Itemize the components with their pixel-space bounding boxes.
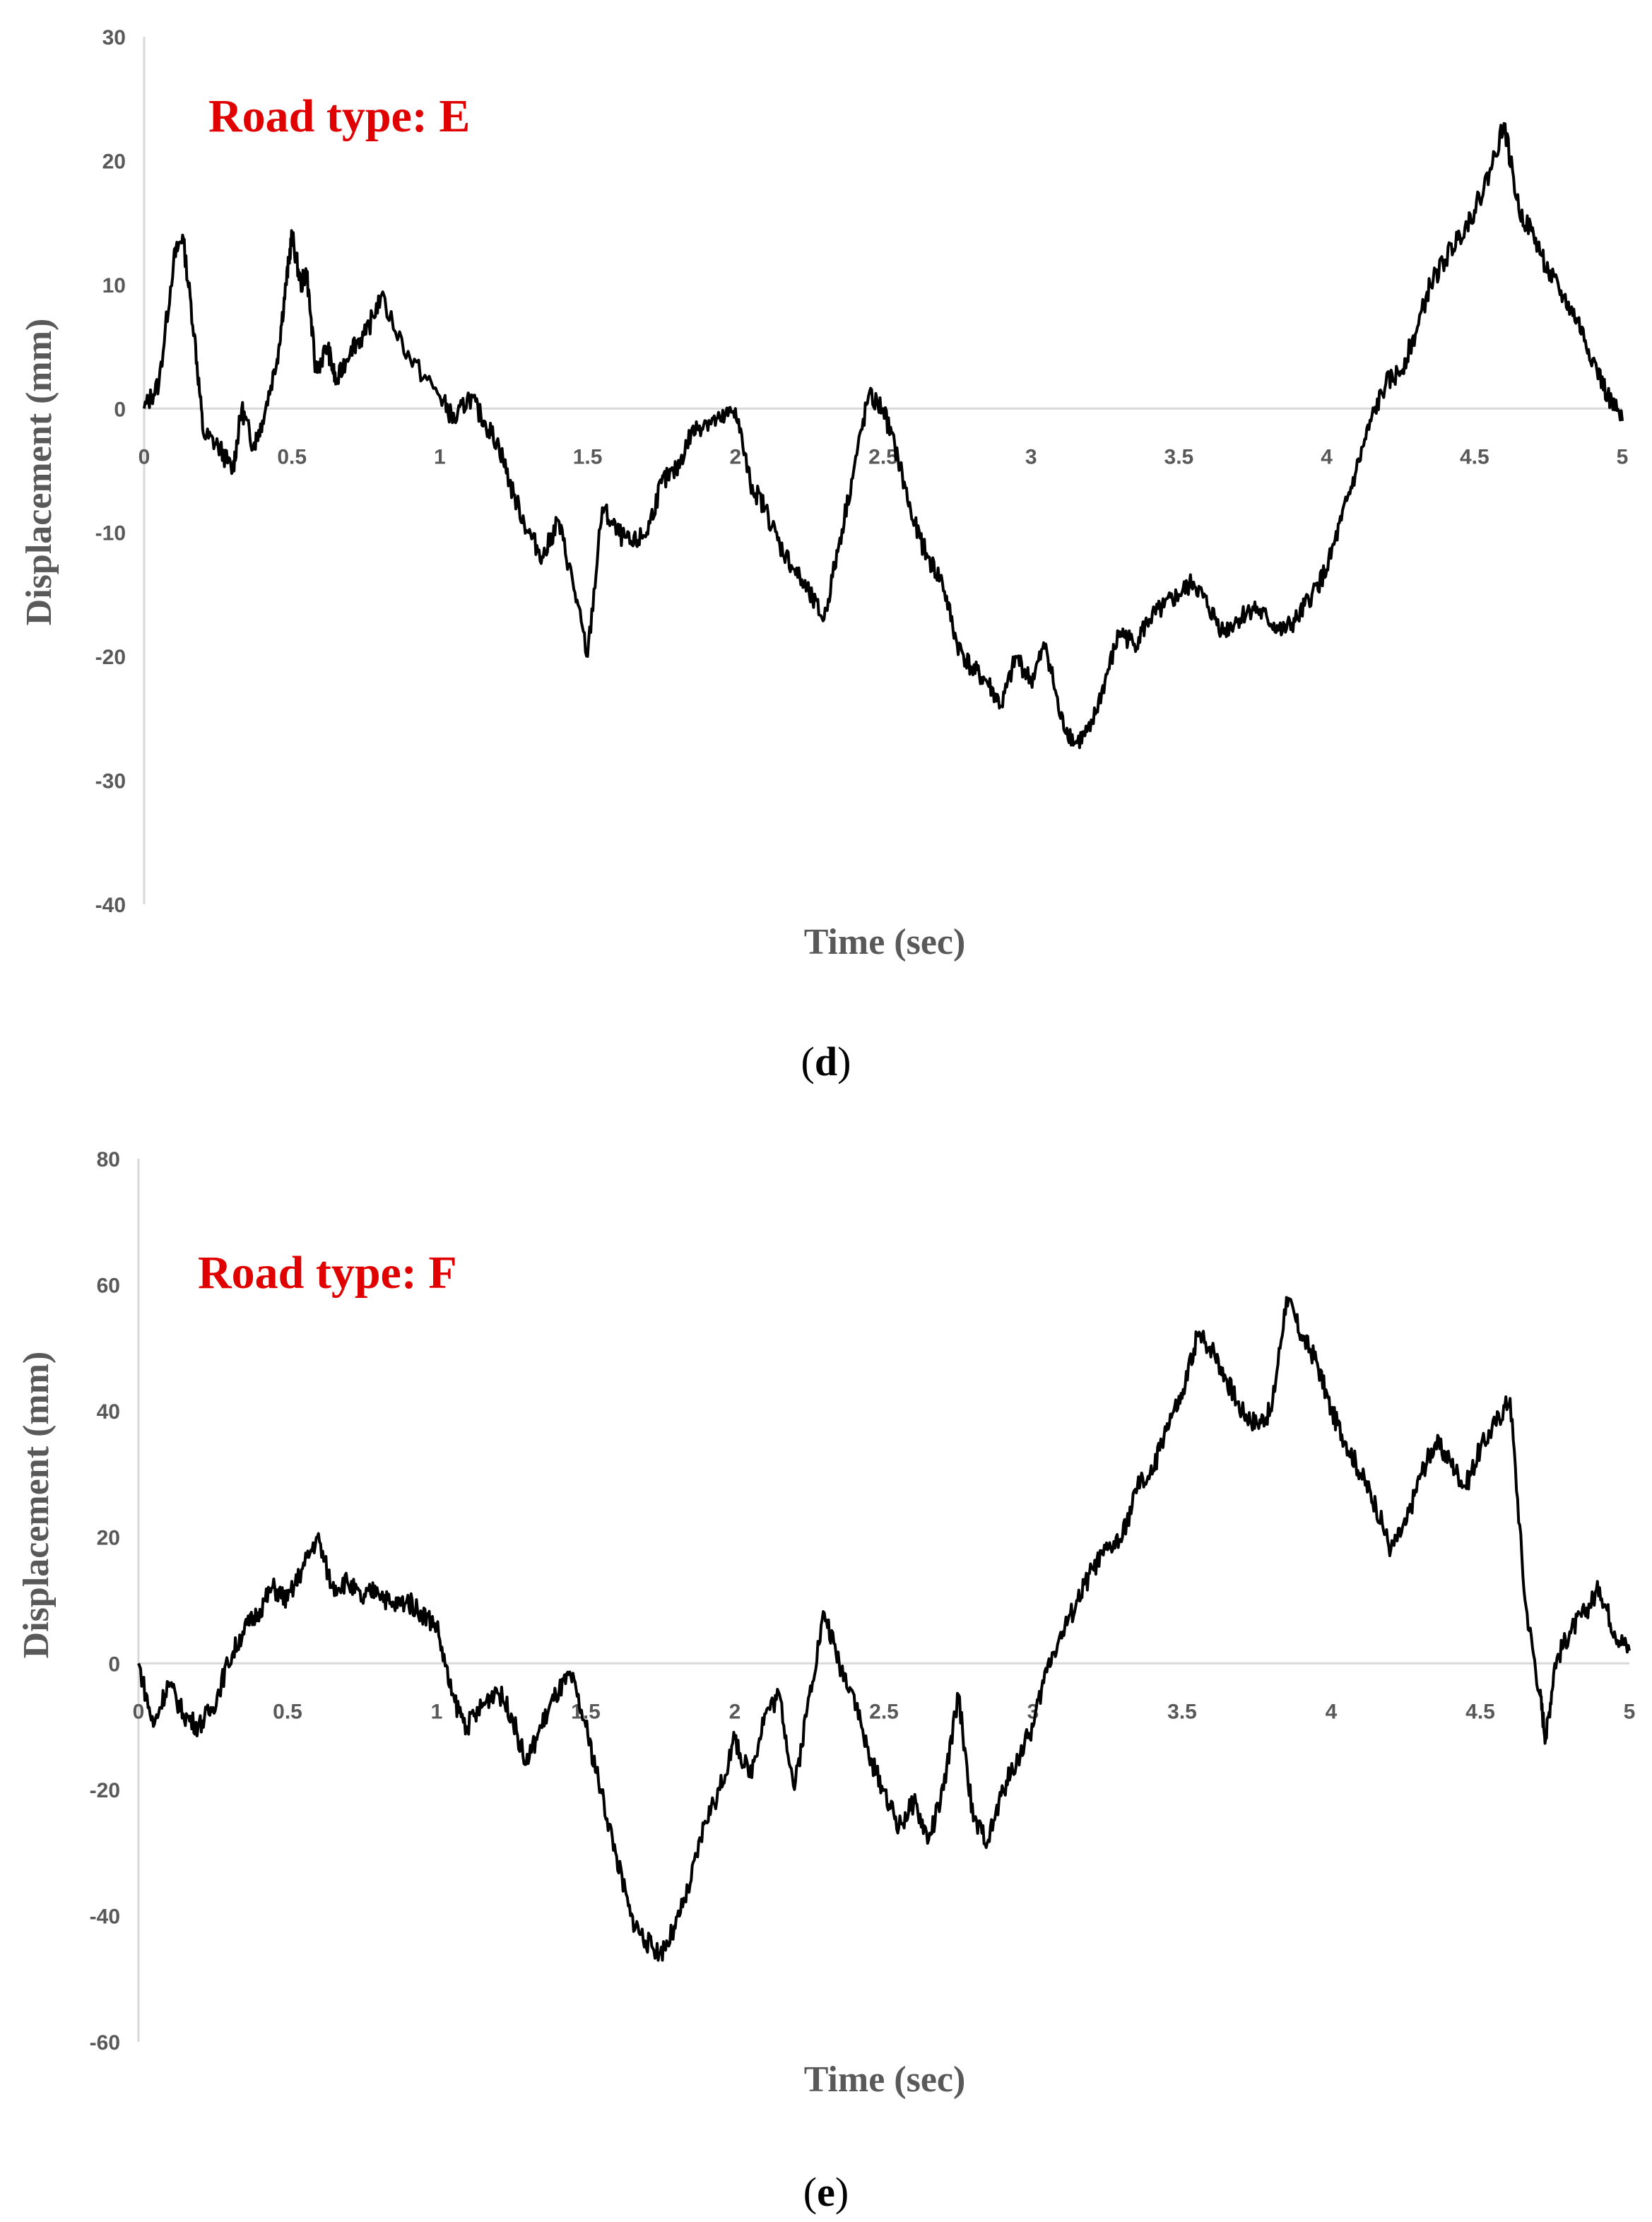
y-tick-label: 30 xyxy=(102,26,126,49)
y-tick-label: 0 xyxy=(114,398,126,421)
x-tick-label: 1.5 xyxy=(573,445,603,468)
x-tick-label: 2 xyxy=(729,445,741,468)
x-tick-label: 3 xyxy=(1025,445,1037,468)
y-tick-label: 10 xyxy=(102,274,126,297)
y-tick-label: 20 xyxy=(97,1527,120,1550)
y-tick-labels: 80 60 40 20 0 -20 -40 -60 xyxy=(90,1148,120,2055)
x-tick-label: 2 xyxy=(729,1700,741,1723)
x-tick-label: 1 xyxy=(434,445,446,468)
x-tick-label: 1.5 xyxy=(571,1700,601,1723)
y-tick-label: 20 xyxy=(102,150,126,173)
y-tick-label: 60 xyxy=(97,1275,120,1298)
x-tick-label: 2.5 xyxy=(868,445,898,468)
y-tick-label: 0 xyxy=(108,1653,120,1676)
x-tick-label: 5 xyxy=(1617,445,1629,468)
x-tick-label: 4 xyxy=(1326,1700,1338,1723)
x-tick-label: 4.5 xyxy=(1460,445,1489,468)
y-axis-title: Displacement (mm) xyxy=(19,319,59,626)
x-tick-label: 0.5 xyxy=(277,445,307,468)
y-tick-label: -40 xyxy=(95,894,126,917)
panel-caption: (e) xyxy=(803,2169,849,2215)
y-tick-label: -40 xyxy=(90,1905,120,1928)
x-tick-labels: 0 0.5 1 1.5 2 2.5 3 3.5 4 4.5 5 xyxy=(138,445,1629,468)
y-tick-label: -10 xyxy=(95,522,126,545)
x-axis-title: Time (sec) xyxy=(804,922,966,962)
chart-d: 30 20 10 0 -10 -20 -30 -40 0 0.5 1 1.5 2 2.5 3 3.5 4 4.5… xyxy=(19,26,1629,1085)
displacement-series-line xyxy=(137,1296,1631,1962)
x-tick-label: 0 xyxy=(138,445,151,468)
y-tick-label: -60 xyxy=(90,2031,120,2055)
x-tick-label: 4.5 xyxy=(1465,1700,1495,1723)
panel-caption: (d) xyxy=(801,1039,851,1085)
x-tick-labels: 0 0.5 1 1.5 2 2.5 3 3.5 4 4.5 5 xyxy=(133,1700,1636,1723)
y-axis-title: Displacement (mm) xyxy=(16,1352,57,1659)
displacement-series-line xyxy=(143,122,1624,750)
x-tick-label: 3.5 xyxy=(1167,1700,1197,1723)
x-tick-label: 0 xyxy=(133,1700,145,1723)
x-tick-label: 5 xyxy=(1624,1700,1636,1723)
x-tick-label: 3.5 xyxy=(1164,445,1194,468)
x-tick-label: 0.5 xyxy=(273,1700,302,1723)
road-type-annotation: Road type: F xyxy=(198,1247,457,1299)
y-tick-label: -20 xyxy=(95,646,126,669)
x-axis-title: Time (sec) xyxy=(804,2060,966,2100)
x-tick-label: 2.5 xyxy=(869,1700,899,1723)
y-tick-label: 40 xyxy=(97,1400,120,1424)
y-tick-labels: 30 20 10 0 -10 -20 -30 -40 xyxy=(95,26,126,917)
y-tick-label: -20 xyxy=(90,1779,120,1802)
panel-letter: d xyxy=(815,1039,837,1085)
road-type-annotation: Road type: E xyxy=(208,90,470,142)
y-tick-label: -30 xyxy=(95,770,126,793)
x-tick-label: 1 xyxy=(431,1700,443,1723)
panel-letter: e xyxy=(817,2169,835,2215)
x-tick-label: 4 xyxy=(1321,445,1333,468)
y-tick-label: 80 xyxy=(97,1148,120,1171)
